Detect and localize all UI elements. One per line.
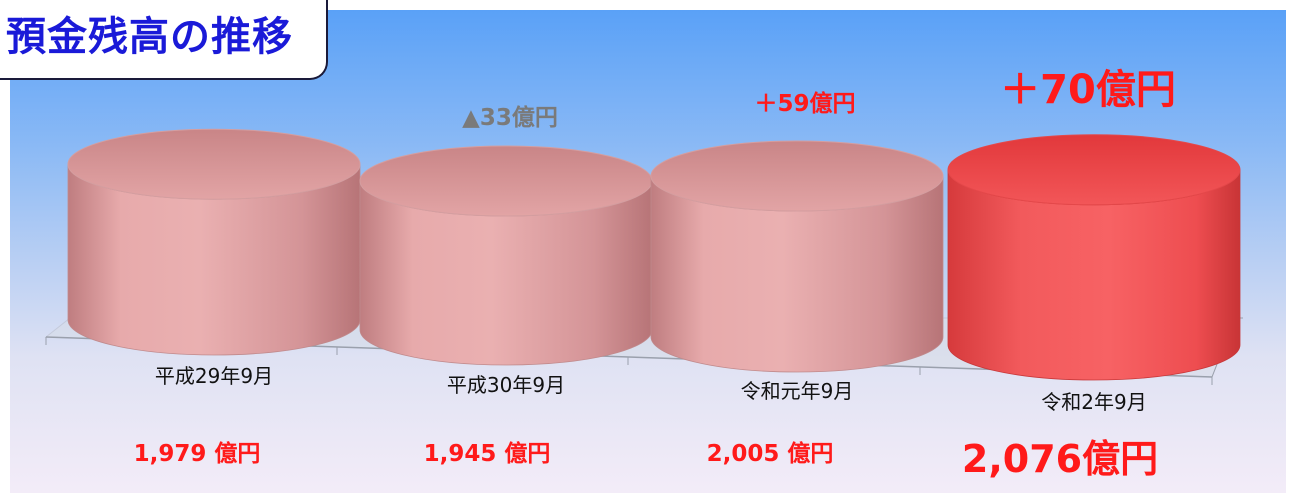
category-label-0: 平成29年9月 <box>155 364 273 388</box>
bar-3 <box>947 134 1241 381</box>
change-label-1: ▲33億円 <box>462 104 558 131</box>
title-tab: 預金残高の推移 <box>0 0 328 80</box>
change-label-2: ＋59億円 <box>754 90 855 117</box>
bar-1 <box>359 145 653 366</box>
category-label-2: 令和元年9月 <box>741 379 854 403</box>
change-label-3: ＋70億円 <box>1000 67 1176 113</box>
bar-top-0 <box>67 128 361 200</box>
bar-0 <box>67 128 361 356</box>
value-label-2: 2,005 億円 <box>707 440 834 467</box>
bar-top-1 <box>359 145 653 217</box>
bar-top-2 <box>650 140 944 212</box>
bar-2 <box>650 140 944 373</box>
page-title: 預金残高の推移 <box>6 14 293 60</box>
bar-top-3 <box>947 134 1241 206</box>
value-label-1: 1,945 億円 <box>424 440 551 467</box>
value-label-0: 1,979 億円 <box>134 440 261 467</box>
value-label-3: 2,076億円 <box>962 437 1158 481</box>
category-label-1: 平成30年9月 <box>447 373 565 397</box>
category-label-3: 令和2年9月 <box>1041 390 1146 414</box>
